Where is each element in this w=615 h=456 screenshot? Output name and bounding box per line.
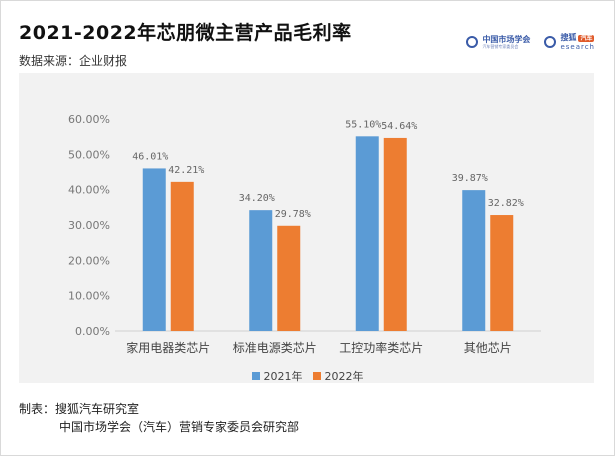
- logos: 中国市场学会 汽车营销专家委员会 搜狐 汽车 esearch: [466, 33, 595, 51]
- bar-2022: [277, 225, 301, 331]
- sohu-icon: [544, 36, 557, 48]
- legend-label-2022: 2022年: [324, 370, 364, 383]
- market-society-name: 中国市场学会: [482, 35, 531, 44]
- bar-2021: [249, 210, 273, 331]
- legend-swatch-2022: [312, 372, 321, 380]
- x-tick-label: 标准电源类芯片: [233, 341, 317, 355]
- x-tick-label: 工控功率类芯片: [339, 340, 423, 355]
- footer: 制表：搜狐汽车研究室 中国市场学会（汽车）营销专家委员会研究部: [19, 400, 299, 436]
- legend-item-2021: 2021年: [251, 368, 303, 384]
- data-label: 39.87%: [452, 173, 488, 184]
- data-label: 34.20%: [239, 193, 275, 204]
- data-label: 42.21%: [168, 165, 204, 176]
- data-label: 46.01%: [132, 151, 168, 162]
- sohu-research-logo: 搜狐 汽车 esearch: [544, 33, 595, 51]
- y-tick-label: 50.00%: [68, 148, 110, 161]
- y-tick-label: 10.00%: [68, 290, 110, 303]
- y-tick-label: 60.00%: [68, 113, 110, 126]
- bar-2021: [142, 168, 166, 331]
- market-society-sub: 汽车营销专家委员会: [482, 44, 519, 49]
- y-tick-label: 30.00%: [68, 219, 110, 232]
- x-tick-label: 其他芯片: [464, 341, 512, 355]
- y-tick-label: 40.00%: [68, 184, 110, 197]
- data-label: 32.82%: [488, 198, 524, 209]
- sohu-name: 搜狐: [560, 33, 577, 42]
- y-tick-label: 0.00%: [75, 325, 110, 338]
- market-society-logo: 中国市场学会 汽车营销专家委员会: [466, 35, 530, 49]
- bar-2021: [355, 136, 379, 331]
- footer-org: 中国市场学会（汽车）营销专家委员会研究部: [59, 420, 300, 434]
- data-label: 55.10%: [345, 119, 381, 130]
- y-tick-label: 20.00%: [68, 254, 110, 267]
- legend: 2021年 2022年: [0, 368, 615, 384]
- data-label: 29.78%: [275, 209, 311, 220]
- data-source: 数据来源：企业财报: [19, 54, 128, 68]
- bar-2022: [170, 181, 194, 331]
- x-tick-label: 家用电器类芯片: [126, 340, 210, 355]
- bar-2022: [490, 215, 514, 331]
- legend-label-2021: 2021年: [263, 370, 303, 383]
- data-label: 54.64%: [381, 121, 417, 132]
- sohu-research-text: esearch: [560, 43, 595, 51]
- bar-2022: [383, 137, 407, 331]
- bar-2021: [462, 190, 486, 331]
- chart-title: 2021-2022年芯朋微主营产品毛利率: [19, 22, 352, 44]
- market-society-icon: [466, 36, 479, 48]
- sohu-tag: 汽车: [578, 35, 595, 42]
- legend-swatch-2021: [251, 372, 260, 380]
- footer-maker: 制表：搜狐汽车研究室: [19, 402, 140, 416]
- legend-item-2022: 2022年: [312, 368, 364, 384]
